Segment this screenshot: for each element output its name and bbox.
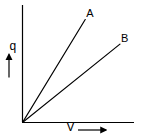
svg-text:B: B: [121, 32, 128, 44]
svg-text:V: V: [66, 120, 74, 134]
svg-text:q: q: [10, 39, 17, 53]
svg-text:A: A: [86, 7, 94, 19]
